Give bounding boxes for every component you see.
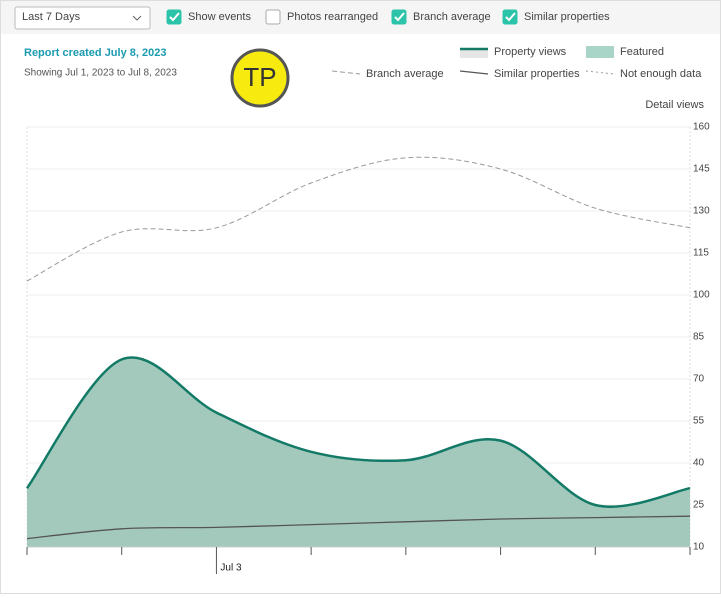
check-mark xyxy=(169,12,180,22)
y-tick-label: 85 xyxy=(693,332,705,343)
legend-label: Similar properties xyxy=(494,68,580,80)
y-tick-label: 100 xyxy=(693,290,710,301)
checkbox-label: Similar properties xyxy=(524,11,610,23)
legend-swatch xyxy=(331,70,361,75)
legend-label: Featured xyxy=(620,46,664,58)
legend-label: Branch average xyxy=(366,68,444,80)
legend-label: Not enough data xyxy=(620,68,702,80)
y-tick-label: 115 xyxy=(693,248,709,259)
checkbox[interactable] xyxy=(502,9,518,25)
legend-swatch xyxy=(586,46,614,58)
x-tick-label: Jul 3 xyxy=(220,563,242,574)
checkbox[interactable] xyxy=(166,9,182,25)
checkbox-label: Photos rearranged xyxy=(287,11,378,23)
legend-label: Property views xyxy=(494,46,567,58)
y-tick-label: 130 xyxy=(693,206,710,217)
legend-swatch xyxy=(460,49,488,58)
area xyxy=(27,357,690,547)
line xyxy=(25,356,691,508)
legend-swatch xyxy=(459,70,489,75)
y-tick-label: 145 xyxy=(693,164,710,175)
line xyxy=(26,515,691,540)
checkbox[interactable] xyxy=(265,9,281,25)
checkbox-label: Branch average xyxy=(413,11,491,23)
y-tick-label: 70 xyxy=(693,374,705,385)
logo-text: TP xyxy=(243,62,276,92)
dropdown-arrow xyxy=(132,15,142,21)
range-label: Last 7 Days xyxy=(22,11,81,23)
check-mark xyxy=(394,12,405,22)
line xyxy=(26,156,691,282)
range-dropdown[interactable] xyxy=(14,6,151,30)
checkbox[interactable] xyxy=(391,9,407,25)
y-tick-label: 40 xyxy=(693,458,705,469)
y-tick-label: 25 xyxy=(693,500,705,511)
report-subtitle: Showing Jul 1, 2023 to Jul 8, 2023 xyxy=(24,68,177,79)
report-title: Report created July 8, 2023 xyxy=(24,47,166,59)
y-tick-label: 10 xyxy=(693,542,705,553)
check-mark xyxy=(505,12,516,22)
detail-link[interactable]: Detail views xyxy=(645,99,704,111)
y-tick-label: 160 xyxy=(693,122,710,133)
logo xyxy=(230,48,290,108)
checkbox-label: Show events xyxy=(188,11,251,23)
y-tick-label: 55 xyxy=(693,416,705,427)
